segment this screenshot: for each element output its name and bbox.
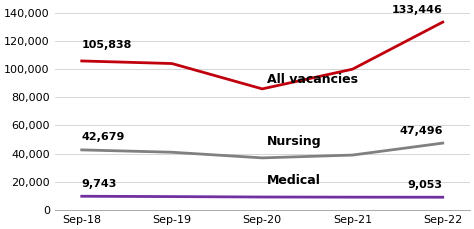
Text: 42,679: 42,679: [82, 131, 125, 142]
Text: All vacancies: All vacancies: [267, 74, 358, 86]
Text: Medical: Medical: [267, 174, 320, 187]
Text: 9,053: 9,053: [408, 180, 443, 190]
Text: 133,446: 133,446: [392, 5, 443, 15]
Text: 47,496: 47,496: [399, 126, 443, 136]
Text: Nursing: Nursing: [267, 135, 321, 148]
Text: 9,743: 9,743: [82, 179, 117, 189]
Text: 105,838: 105,838: [82, 40, 132, 50]
